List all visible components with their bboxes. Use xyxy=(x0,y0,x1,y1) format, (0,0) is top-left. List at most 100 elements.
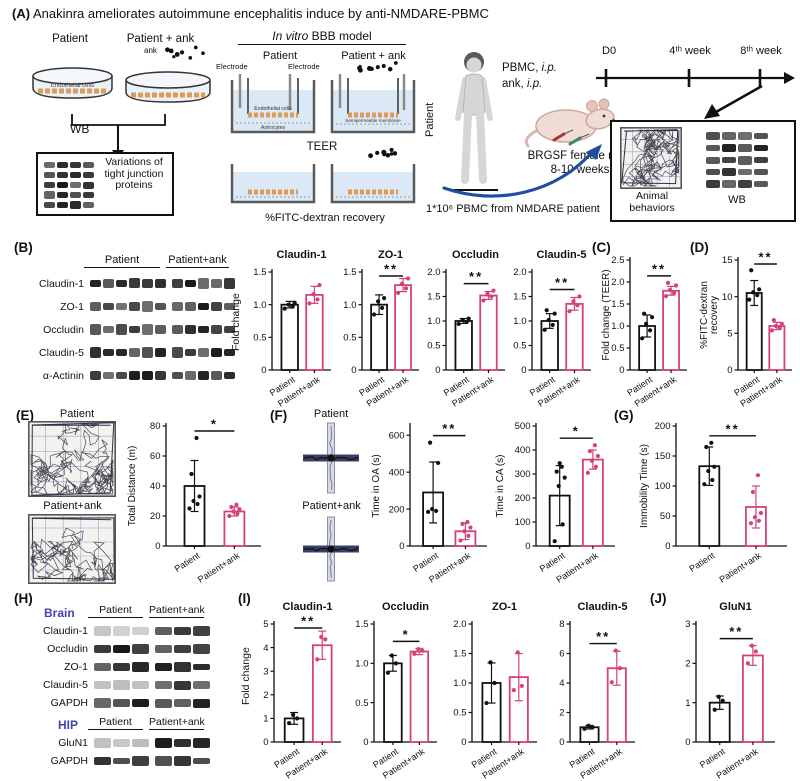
svg-text:2.0: 2.0 xyxy=(427,267,440,278)
panel-h-hip-blot: Patient Patient+ank GluN1 GAPDH xyxy=(22,716,212,770)
ank-label: ank xyxy=(144,46,157,55)
blot-row: GAPDH xyxy=(22,694,212,712)
svg-text:Endothelial cells: Endothelial cells xyxy=(51,83,94,89)
blot-band xyxy=(198,347,209,358)
blot-band xyxy=(142,370,153,381)
svg-text:1: 1 xyxy=(685,698,690,709)
blot-row: Claudin-1 xyxy=(22,272,237,295)
blot-band xyxy=(193,737,210,749)
svg-text:1.5: 1.5 xyxy=(611,299,624,310)
svg-text:400: 400 xyxy=(389,467,405,478)
blot-band xyxy=(70,172,81,178)
blot-band xyxy=(155,347,166,358)
timeline-axis xyxy=(592,62,797,88)
svg-text:2.0: 2.0 xyxy=(611,277,624,288)
blot-band xyxy=(70,182,81,188)
panel-f-img2-label: Patient+ank xyxy=(302,500,361,512)
blot-band xyxy=(103,348,114,357)
blot-band xyxy=(174,699,191,707)
blot-band xyxy=(113,699,130,707)
blot-row xyxy=(706,154,770,166)
panel-f-img1-label: Patient xyxy=(313,408,349,420)
panel-b-letter: (B) xyxy=(14,240,33,255)
svg-text:2.5: 2.5 xyxy=(611,255,624,266)
blot-band xyxy=(57,171,68,179)
blot-band xyxy=(44,181,55,189)
chart-b-claudin5: Claudin-5 0 0.5 1.0 1.5 2.0 ** Patient Patient+a… xyxy=(508,246,594,409)
fitc-label: %FITC-dextran recovery xyxy=(265,212,385,224)
svg-text:Endothelial cells: Endothelial cells xyxy=(254,106,292,112)
chart-i-zo1: ZO-1 0 0.5 1.0 1.5 2.0 Patient Patient+ank xyxy=(444,598,540,781)
bbb-model-title: In vitro BBB model xyxy=(238,29,406,46)
blot-band xyxy=(211,370,222,381)
blot-band xyxy=(754,180,768,188)
svg-text:**: ** xyxy=(442,421,456,436)
svg-text:*: * xyxy=(211,417,218,432)
blot-band xyxy=(70,161,81,169)
blot-band xyxy=(185,302,196,311)
svg-text:**: ** xyxy=(469,269,483,284)
injection-line1: PBMC, i.p. xyxy=(502,62,557,75)
svg-text:Patient: Patient xyxy=(687,550,716,574)
blot-row-label: GAPDH xyxy=(50,697,88,709)
blot-band xyxy=(706,168,720,176)
well-icon xyxy=(230,164,316,204)
bbb-col1-label: Patient xyxy=(262,50,298,62)
blot-band xyxy=(198,278,209,289)
blot-row: GAPDH xyxy=(22,752,212,770)
blot-row-label: Claudin-5 xyxy=(43,679,88,691)
svg-text:0: 0 xyxy=(521,365,526,376)
blot-band xyxy=(211,302,222,311)
svg-text:0: 0 xyxy=(665,541,670,552)
svg-text:**: ** xyxy=(596,629,610,644)
petri-dish-ank xyxy=(118,60,218,112)
blot-band xyxy=(83,172,94,178)
blot-row-label: ZO-1 xyxy=(64,661,88,673)
svg-text:Immobility Time (s): Immobility Time (s) xyxy=(639,444,650,528)
inj1-route: i.p. xyxy=(541,62,557,74)
blot-band xyxy=(103,371,114,380)
particles-icon xyxy=(368,147,398,159)
blot-band xyxy=(90,324,101,335)
electrode-label-right: Electrode xyxy=(288,62,320,71)
openfield-track-icon xyxy=(28,514,117,585)
dish2-label: Patient + ank xyxy=(126,33,195,45)
wb-box-text: Variations of tight junction proteins xyxy=(104,156,164,192)
svg-text:**: ** xyxy=(301,614,315,629)
blot-band xyxy=(185,324,196,335)
svg-text:0: 0 xyxy=(261,365,266,376)
chart-e-distance: Total Distance (m) 0 20 40 60 80 * Patient Patie… xyxy=(126,412,264,585)
bar-patient-ank xyxy=(223,510,246,547)
blot-band xyxy=(129,325,140,334)
blot-band xyxy=(172,302,183,311)
endpoint-box: Animal behaviors WB xyxy=(610,120,796,222)
svg-text:0: 0 xyxy=(263,737,268,748)
blot-band xyxy=(83,181,94,189)
svg-text:*: * xyxy=(403,627,410,642)
blot-band xyxy=(706,179,720,189)
blot-band xyxy=(129,302,140,311)
svg-text:1.5: 1.5 xyxy=(453,649,466,660)
blot-band xyxy=(103,279,114,288)
svg-text:**: ** xyxy=(726,421,740,436)
blot-band xyxy=(103,303,114,310)
svg-text:3: 3 xyxy=(685,619,690,630)
blot-band xyxy=(172,371,183,380)
plusmaze-track-ank xyxy=(300,514,362,584)
blot-row-label: GAPDH xyxy=(50,755,88,767)
inj1-prefix: PBMC, xyxy=(502,62,539,74)
bottom-well-patient xyxy=(226,160,320,208)
svg-text:8: 8 xyxy=(559,619,564,630)
svg-text:1.5: 1.5 xyxy=(343,267,356,278)
blot-band xyxy=(738,143,752,153)
blot-row-label: Occludin xyxy=(43,323,84,336)
svg-text:0: 0 xyxy=(461,737,466,748)
panel-h-hip-label: HIP xyxy=(58,718,79,732)
panel-e-img2-label: Patient+ank xyxy=(43,500,102,512)
blot-band xyxy=(174,626,191,636)
svg-text:1.0: 1.0 xyxy=(253,300,266,311)
svg-text:Claudin-1: Claudin-1 xyxy=(276,249,326,261)
